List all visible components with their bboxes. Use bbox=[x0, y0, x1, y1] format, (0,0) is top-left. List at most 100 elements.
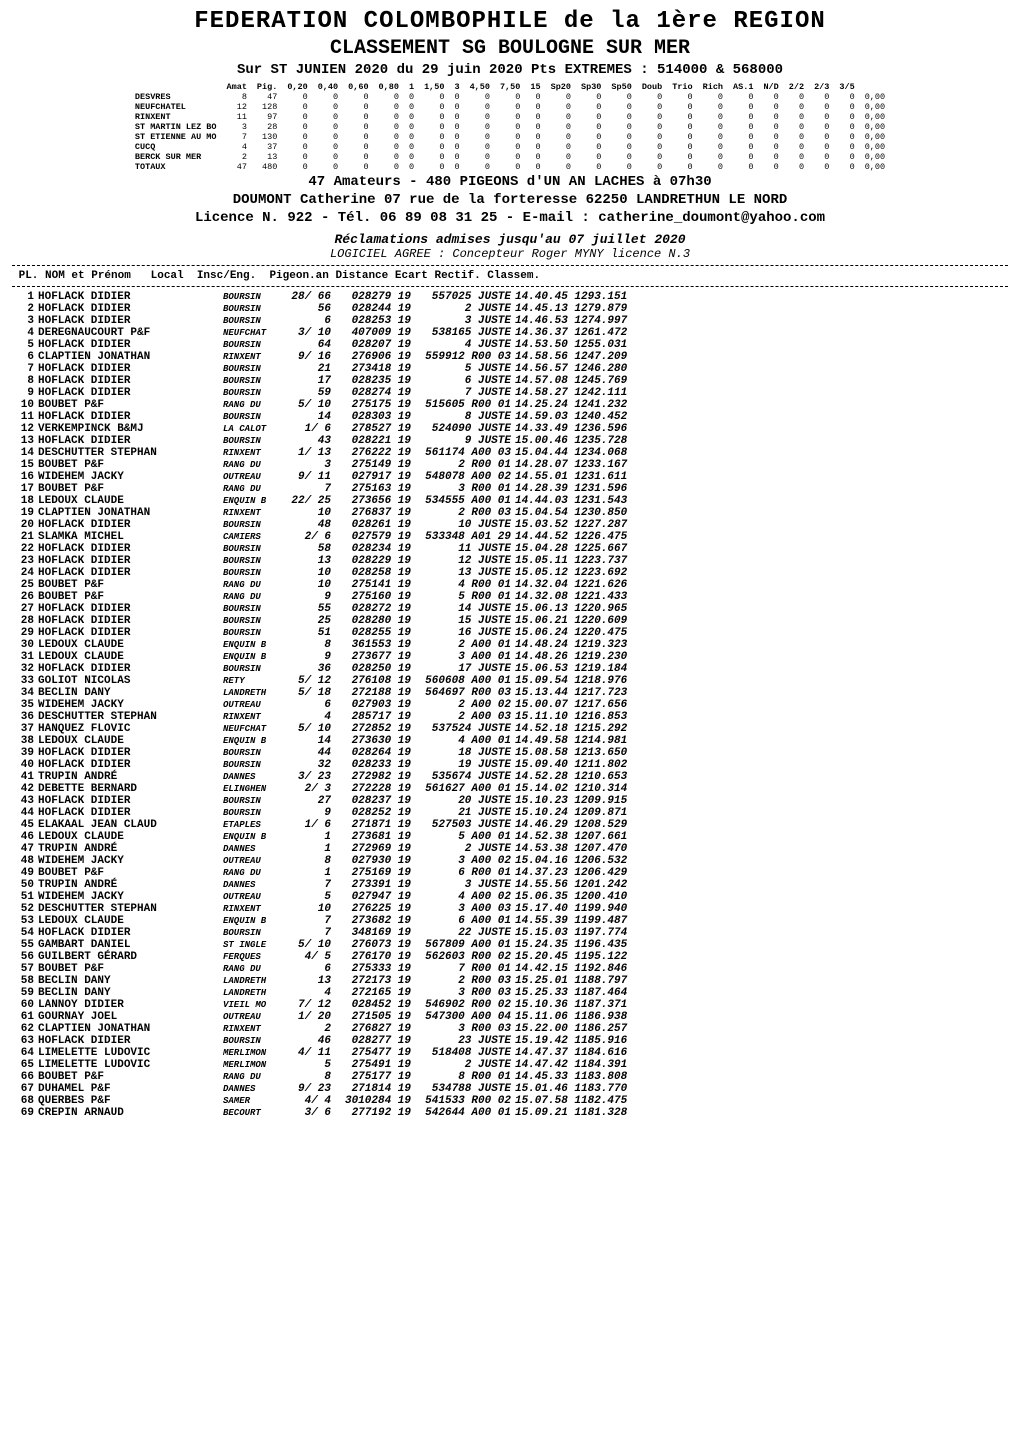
grid-cell: 0 bbox=[834, 122, 859, 132]
table-cell: HOFLACK DIDIER bbox=[38, 759, 223, 771]
table-cell: 36 bbox=[287, 663, 335, 675]
table-cell: 8 R00 01 bbox=[415, 1071, 515, 1083]
table-cell: 541533 R00 02 bbox=[415, 1095, 515, 1107]
table-cell: 11 JUSTE bbox=[415, 543, 515, 555]
table-cell: 15.00.46 1235.728 bbox=[515, 435, 665, 447]
table-cell: 271814 19 bbox=[335, 1083, 415, 1095]
table-cell: 275477 19 bbox=[335, 1047, 415, 1059]
table-cell: DEREGNAUCOURT P&F bbox=[38, 327, 223, 339]
table-cell: HOFLACK DIDIER bbox=[38, 615, 223, 627]
grid-cell: 0 bbox=[419, 122, 449, 132]
table-cell: BOUBET P&F bbox=[38, 963, 223, 975]
table-cell: 3010284 19 bbox=[335, 1095, 415, 1107]
table-cell: 14.49.58 1214.981 bbox=[515, 735, 665, 747]
table-row: 62CLAPTIEN JONATHANRINXENT2276827 193 R0… bbox=[12, 1023, 665, 1035]
table-cell: HOFLACK DIDIER bbox=[38, 543, 223, 555]
table-cell: 2 A00 02 bbox=[415, 699, 515, 711]
table-cell: 14.28.39 1231.596 bbox=[515, 483, 665, 495]
grid-cell: 0 bbox=[343, 142, 373, 152]
table-cell: 278527 19 bbox=[335, 423, 415, 435]
table-cell: 2 JUSTE bbox=[415, 1059, 515, 1071]
table-cell: WIDEHEM JACKY bbox=[38, 471, 223, 483]
grid-cell: 0 bbox=[313, 162, 343, 172]
grid-cell: 0 bbox=[282, 112, 312, 122]
table-cell: 534788 JUSTE bbox=[415, 1083, 515, 1095]
table-cell: 15.00.07 1217.656 bbox=[515, 699, 665, 711]
table-cell: 285717 19 bbox=[335, 711, 415, 723]
grid-cell: 0 bbox=[282, 92, 312, 102]
grid-cell: 0 bbox=[343, 152, 373, 162]
grid-cell: 0 bbox=[834, 132, 859, 142]
table-row: 67DUHAMEL P&FDANNES9/ 23271814 19534788 … bbox=[12, 1083, 665, 1095]
table-cell: 15.11.10 1216.853 bbox=[515, 711, 665, 723]
grid-cell: 0 bbox=[667, 132, 697, 142]
table-cell: 027903 19 bbox=[335, 699, 415, 711]
grid-cell: 0 bbox=[784, 162, 809, 172]
grid-cell: DESVRES bbox=[130, 92, 222, 102]
table-cell: HOFLACK DIDIER bbox=[38, 387, 223, 399]
table-cell: 4/ 4 bbox=[287, 1095, 335, 1107]
table-cell: 273418 19 bbox=[335, 363, 415, 375]
grid-cell: 0 bbox=[465, 122, 495, 132]
table-cell: LEDOUX CLAUDE bbox=[38, 639, 223, 651]
grid-cell: 0 bbox=[637, 152, 667, 162]
table-cell: BOURSIN bbox=[223, 747, 287, 759]
table-cell: 275177 19 bbox=[335, 1071, 415, 1083]
table-cell: 14.48.26 1219.230 bbox=[515, 651, 665, 663]
table-cell: 33 bbox=[12, 675, 38, 687]
table-cell: BOURSIN bbox=[223, 555, 287, 567]
table-cell: 3 A00 02 bbox=[415, 855, 515, 867]
table-cell: BOUBET P&F bbox=[38, 399, 223, 411]
table-cell: CLAPTIEN JONATHAN bbox=[38, 507, 223, 519]
table-row: 4DEREGNAUCOURT P&FNEUFCHAT3/ 10407009 19… bbox=[12, 327, 665, 339]
table-cell: 51 bbox=[287, 627, 335, 639]
table-cell: 51 bbox=[12, 891, 38, 903]
table-cell: BOURSIN bbox=[223, 927, 287, 939]
table-row: 63HOFLACK DIDIERBOURSIN46028277 1923 JUS… bbox=[12, 1035, 665, 1047]
table-cell: 028250 19 bbox=[335, 663, 415, 675]
grid-cell: 0 bbox=[728, 122, 758, 132]
table-cell: HOFLACK DIDIER bbox=[38, 1035, 223, 1047]
table-cell: NEUFCHAT bbox=[223, 723, 287, 735]
table-cell: ELAKAAL JEAN CLAUD bbox=[38, 819, 223, 831]
table-cell: 8 bbox=[287, 1071, 335, 1083]
table-cell: BECLIN DANY bbox=[38, 987, 223, 999]
table-cell: 18 JUSTE bbox=[415, 747, 515, 759]
grid-row: TOTAUX474800000000000000000000000,00 bbox=[130, 162, 890, 172]
table-cell: 20 JUSTE bbox=[415, 795, 515, 807]
grid-cell: 0 bbox=[758, 132, 783, 142]
table-cell: WIDEHEM JACKY bbox=[38, 855, 223, 867]
table-cell: RINXENT bbox=[223, 711, 287, 723]
table-cell: HOFLACK DIDIER bbox=[38, 519, 223, 531]
table-cell: 40 bbox=[12, 759, 38, 771]
table-cell: 14.25.24 1241.232 bbox=[515, 399, 665, 411]
table-cell: DANNES bbox=[223, 1083, 287, 1095]
table-cell: 028258 19 bbox=[335, 567, 415, 579]
grid-cell: 0 bbox=[546, 152, 576, 162]
table-row: 54HOFLACK DIDIERBOURSIN7348169 1922 JUST… bbox=[12, 927, 665, 939]
grid-cell: 0 bbox=[313, 132, 343, 142]
table-cell: 4 bbox=[287, 987, 335, 999]
table-row: 22HOFLACK DIDIERBOURSIN58028234 1911 JUS… bbox=[12, 543, 665, 555]
table-cell: 29 bbox=[12, 627, 38, 639]
grid-cell: 0 bbox=[728, 142, 758, 152]
table-cell: 1/ 13 bbox=[287, 447, 335, 459]
table-cell: CAMIERS bbox=[223, 531, 287, 543]
grid-cell: 0 bbox=[282, 142, 312, 152]
table-cell: RANG DU bbox=[223, 867, 287, 879]
table-cell: 54 bbox=[12, 927, 38, 939]
table-cell: ENQUIN B bbox=[223, 735, 287, 747]
table-cell: 028233 19 bbox=[335, 759, 415, 771]
grid-cell: 0 bbox=[809, 132, 834, 142]
table-cell: 028234 19 bbox=[335, 543, 415, 555]
table-cell: 24 bbox=[12, 567, 38, 579]
table-row: 59BECLIN DANYLANDRETH4272165 193 R00 031… bbox=[12, 987, 665, 999]
table-cell: 15.03.52 1227.287 bbox=[515, 519, 665, 531]
table-cell: 14.47.42 1184.391 bbox=[515, 1059, 665, 1071]
table-cell: 6 JUSTE bbox=[415, 375, 515, 387]
table-cell: 3/ 10 bbox=[287, 327, 335, 339]
grid-cell: 0 bbox=[834, 162, 859, 172]
grid-cell: 0 bbox=[525, 152, 545, 162]
grid-cell: 0 bbox=[546, 102, 576, 112]
table-cell: 7 bbox=[287, 927, 335, 939]
